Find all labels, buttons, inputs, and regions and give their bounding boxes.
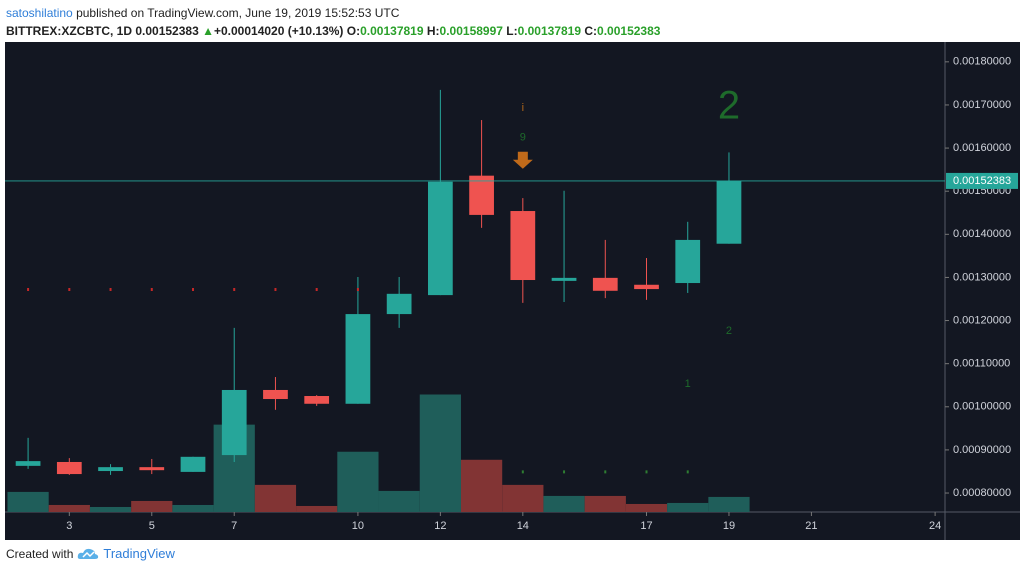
candle-body [263, 389, 288, 400]
annotation: 2 [718, 84, 740, 128]
x-tick-label: 10 [352, 520, 364, 532]
published: published on TradingView.com, June 19, 2… [76, 6, 400, 20]
candle-body [56, 461, 82, 475]
y-tick-label: 0.00100000 [953, 401, 1011, 413]
y-tick-label: 0.00180000 [953, 56, 1011, 68]
annotation: i [522, 102, 524, 114]
candle-body [675, 239, 701, 284]
y-tick-label: 0.00090000 [953, 444, 1011, 456]
arrow: ▲ [202, 24, 214, 38]
l: 0.00137819 [517, 24, 582, 38]
volume-bar [172, 504, 214, 512]
x-tick-label: 12 [434, 520, 446, 532]
volume-bar [502, 484, 544, 512]
chart-background [5, 42, 1020, 540]
x-tick-label: 14 [517, 520, 529, 532]
change: +0.00014020 (+10.13%) [213, 24, 344, 38]
x-tick-label: 21 [805, 520, 817, 532]
volume-bar [708, 496, 750, 512]
x-tick-label: 3 [66, 520, 72, 532]
last: 0.00152383 [135, 24, 199, 38]
volume-bar [131, 500, 173, 512]
x-tick-label: 5 [149, 520, 155, 532]
candle-body [592, 277, 618, 291]
candle-body [139, 467, 165, 471]
candle-body [634, 284, 659, 290]
volume-bar [296, 505, 338, 512]
candle-body [469, 175, 494, 215]
volume-bar [625, 503, 668, 512]
signal-arrow [512, 151, 533, 169]
last-price-label: 0.00152383 [953, 175, 1011, 187]
y-tick-label: 0.00140000 [953, 228, 1011, 240]
brand[interactable]: TradingView [103, 546, 175, 561]
created: Created with [6, 546, 74, 561]
logo [78, 548, 99, 559]
volume-bar [667, 502, 709, 512]
user[interactable]: satoshilatino [6, 6, 73, 20]
candle-body [221, 389, 247, 456]
candle-body [716, 180, 742, 244]
y-tick-label: 0.00080000 [953, 487, 1011, 499]
annotation: 1 [685, 378, 691, 390]
y-tick-label: 0.00170000 [953, 99, 1011, 111]
candle-body [428, 181, 453, 296]
c: 0.00152383 [597, 24, 661, 38]
candle-body [345, 314, 371, 404]
volume-bar [419, 394, 461, 512]
volume-bar [254, 484, 297, 512]
o-label: O: [346, 24, 361, 38]
header: satoshilatino published on TradingView.c… [6, 4, 660, 40]
y-tick-label: 0.00130000 [953, 271, 1011, 283]
volume-bar [460, 459, 503, 512]
candle-body [304, 396, 330, 404]
volume-bar [337, 451, 379, 512]
volume-bar [7, 491, 49, 512]
candle-body [180, 456, 206, 472]
volume-bar [48, 504, 90, 512]
y-tick-label: 0.00160000 [953, 142, 1011, 154]
candle-body [98, 467, 123, 472]
x-tick-label: 7 [231, 520, 237, 532]
c-label: C: [584, 24, 598, 38]
o: 0.00137819 [360, 24, 424, 38]
y-tick-label: 0.00120000 [953, 314, 1011, 326]
h-label: H: [426, 24, 440, 38]
y-tick-label: 0.00110000 [953, 358, 1010, 370]
symbol: BITTREX:XZCBTC, 1D [6, 24, 132, 38]
candle-body [510, 211, 536, 281]
volume-bar [378, 490, 420, 512]
last-price-box [946, 172, 1018, 189]
volume-bar [89, 506, 132, 512]
annotation: 2 [726, 325, 732, 337]
volume-bar [584, 495, 626, 512]
chart: 0.00080000 0.00090000 0.00100000 0.00110000… [5, 42, 1020, 540]
x-tick-label: 17 [640, 520, 652, 532]
h: 0.00158997 [439, 24, 503, 38]
l-label: L: [506, 24, 518, 38]
candle-body [551, 277, 577, 281]
x-tick-label: 19 [723, 520, 735, 532]
annotation: 9 [520, 132, 526, 144]
x-tick-label: 24 [929, 520, 941, 532]
candle-body [386, 293, 412, 315]
footer: Created with TradingView [6, 546, 175, 561]
candle-body [15, 461, 41, 466]
volume-bar [543, 495, 585, 512]
